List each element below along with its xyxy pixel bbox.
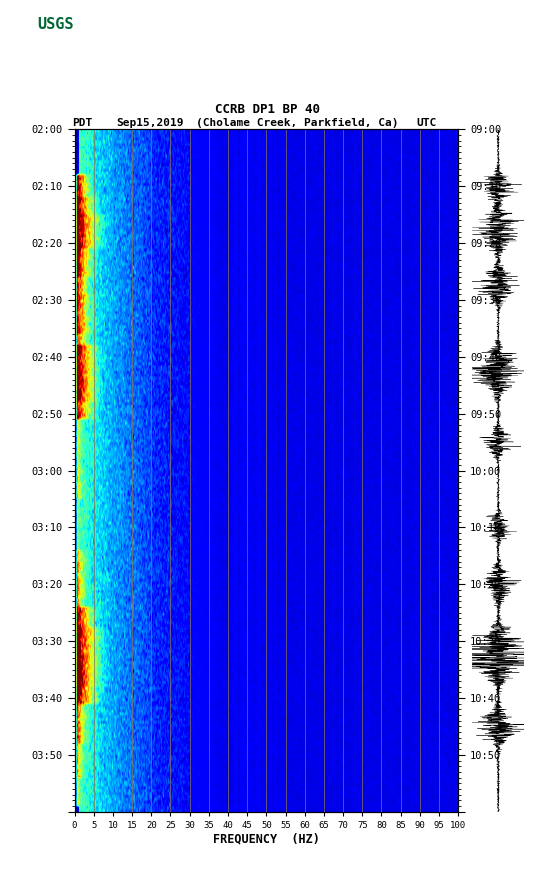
Text: Sep15,2019: Sep15,2019 bbox=[116, 118, 183, 128]
Text: PDT: PDT bbox=[72, 118, 92, 128]
Text: UTC: UTC bbox=[417, 118, 437, 128]
Text: USGS: USGS bbox=[38, 17, 74, 31]
X-axis label: FREQUENCY  (HZ): FREQUENCY (HZ) bbox=[213, 832, 320, 846]
Text: CCRB DP1 BP 40: CCRB DP1 BP 40 bbox=[215, 103, 320, 116]
Polygon shape bbox=[9, 12, 28, 37]
Text: (Cholame Creek, Parkfield, Ca): (Cholame Creek, Parkfield, Ca) bbox=[196, 118, 399, 128]
